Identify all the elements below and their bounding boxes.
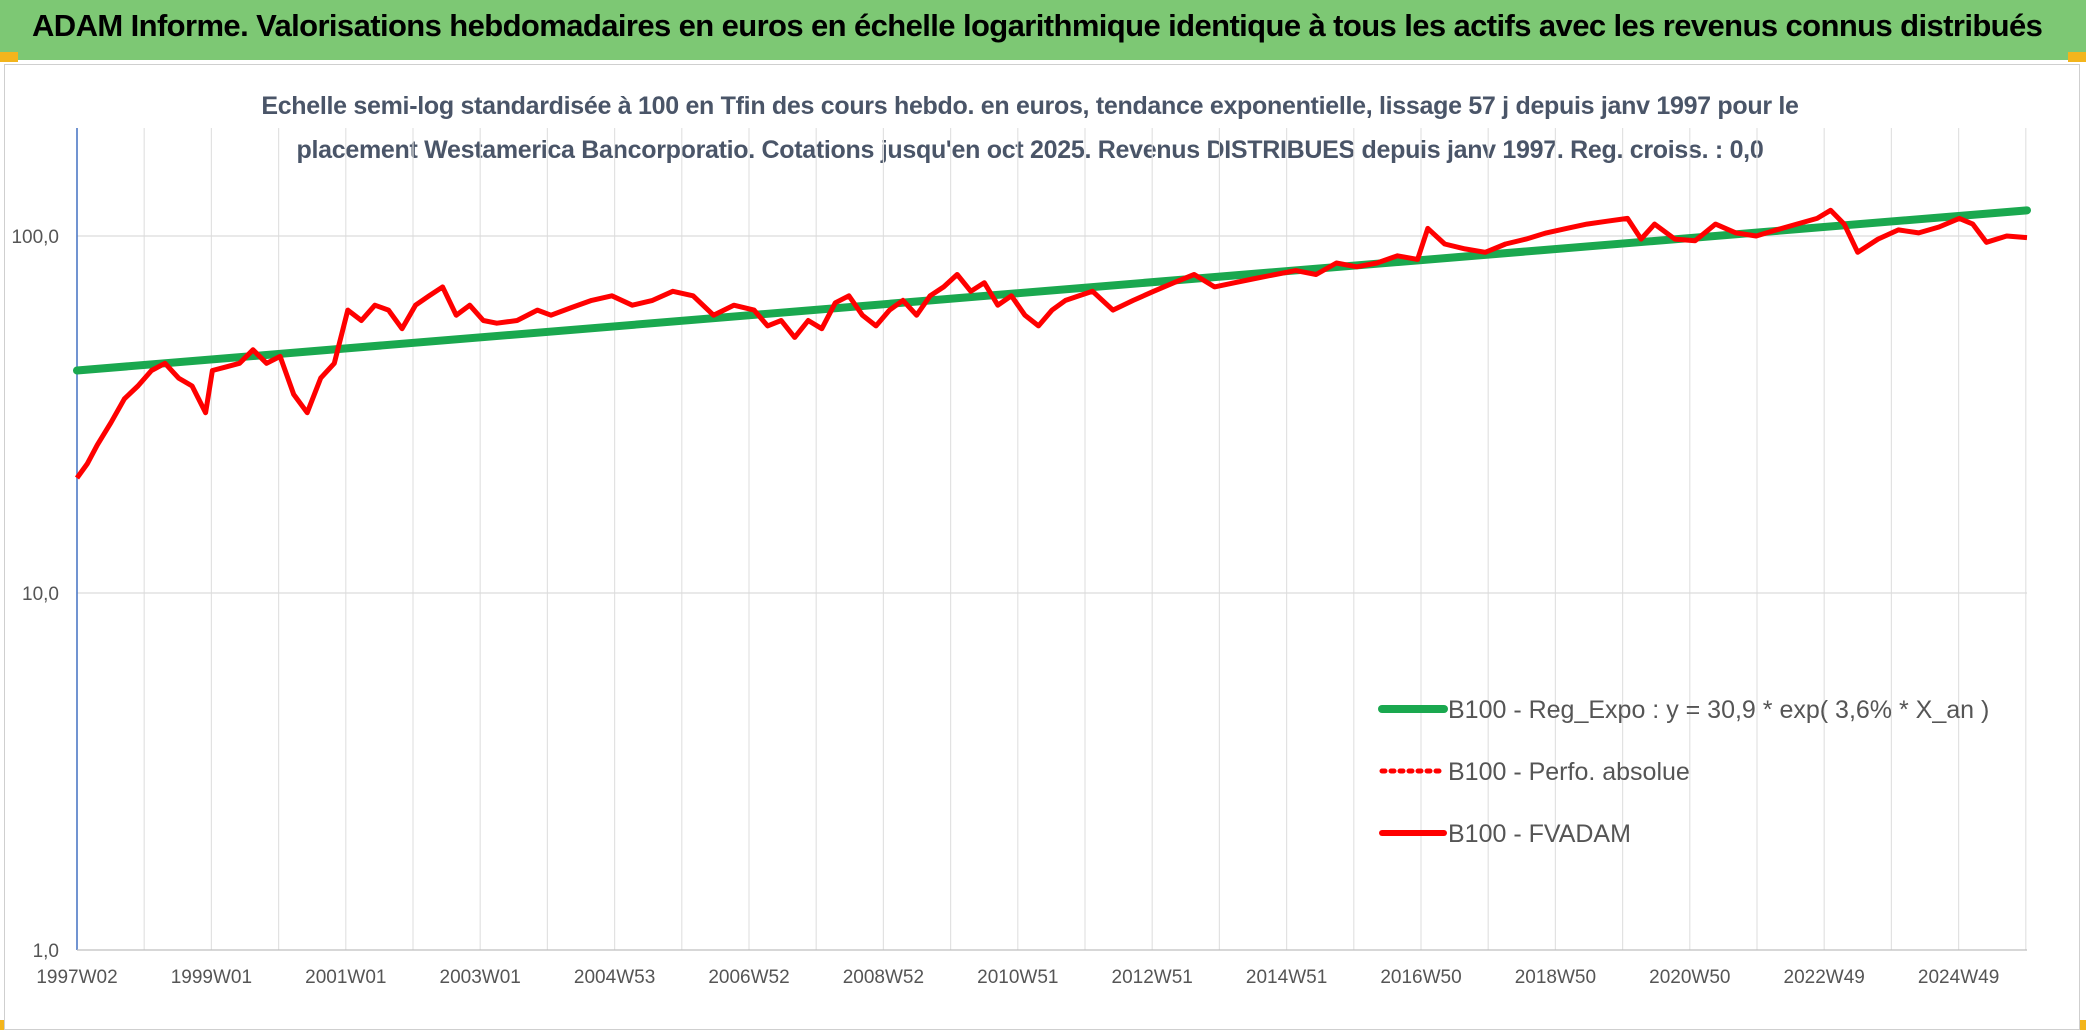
x-tick-label: 2024W49	[1918, 967, 1999, 988]
x-tick-label: 2014W51	[1246, 967, 1327, 988]
x-tick-label: 2008W52	[843, 967, 924, 988]
legend-item-regression-label: B100 - Reg_Expo : y = 30,9 * exp( 3,6% *…	[1448, 696, 1989, 724]
x-tick-label: 1997W02	[36, 967, 117, 988]
chart-subtitle-line-1: Echelle semi-log standardisée à 100 en T…	[261, 92, 1799, 120]
x-tick-label: 2001W01	[305, 967, 386, 988]
header-banner: ADAM Informe. Valorisations hebdomadaire…	[0, 0, 2086, 60]
fvadam-series-line	[74, 207, 2028, 480]
y-tick-label: 100,0	[11, 227, 59, 248]
x-tick-label: 2018W50	[1515, 967, 1596, 988]
x-tick-label: 2016W50	[1380, 967, 1461, 988]
legend-item-fvadam-label: B100 - FVADAM	[1448, 820, 1631, 848]
x-tick-label: 2012W51	[1112, 967, 1193, 988]
corner-marker-left	[0, 52, 18, 62]
y-tick-label: 10,0	[22, 584, 59, 605]
y-tick-label: 1,0	[33, 941, 59, 962]
x-tick-label: 2006W52	[708, 967, 789, 988]
corner-marker-right	[2068, 52, 2086, 62]
x-tick-label: 2004W53	[574, 967, 655, 988]
legend-item-perfo-absolue-label: B100 - Perfo. absolue	[1448, 758, 1690, 786]
chart-panel	[4, 64, 2080, 1030]
chart-subtitle-line-2: placement Westamerica Bancorporatio. Cot…	[296, 136, 1764, 164]
x-tick-label: 2020W50	[1649, 967, 1730, 988]
page-title: ADAM Informe. Valorisations hebdomadaire…	[32, 8, 2043, 43]
x-tick-label: 2003W01	[440, 967, 521, 988]
x-tick-label: 2010W51	[977, 967, 1058, 988]
x-tick-label: 1999W01	[171, 967, 252, 988]
x-tick-label: 2022W49	[1784, 967, 1865, 988]
chart-subtitle: Echelle semi-log standardisée à 100 en T…	[200, 84, 1860, 172]
